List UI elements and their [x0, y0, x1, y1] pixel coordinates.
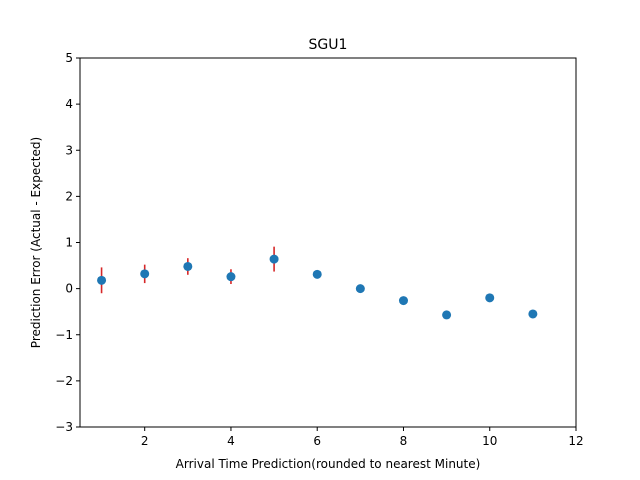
- data-point: [269, 254, 279, 264]
- data-point: [312, 269, 322, 279]
- y-tick-label: 3: [65, 143, 73, 157]
- y-tick-label: 2: [65, 189, 73, 203]
- x-tick-label: 10: [482, 434, 497, 448]
- y-tick-label: 5: [65, 51, 73, 65]
- data-points: [97, 254, 538, 320]
- data-point: [442, 310, 452, 320]
- data-point: [485, 293, 495, 303]
- x-axis-label: Arrival Time Prediction(rounded to neare…: [176, 457, 481, 471]
- y-tick-label: 4: [65, 97, 73, 111]
- data-point: [226, 272, 236, 282]
- data-point: [528, 309, 538, 319]
- y-axis-label: Prediction Error (Actual - Expected): [29, 137, 43, 348]
- x-tick-label: 2: [141, 434, 149, 448]
- y-tick-label: −2: [55, 374, 73, 388]
- data-point: [183, 261, 193, 271]
- y-tick-label: 1: [65, 236, 73, 250]
- y-tick-label: −1: [55, 328, 73, 342]
- data-point: [355, 284, 365, 294]
- x-tick-label: 8: [400, 434, 408, 448]
- x-tick-label: 6: [313, 434, 321, 448]
- data-point: [97, 275, 107, 285]
- chart-title: SGU1: [309, 37, 348, 53]
- plot-area-frame: [79, 57, 577, 428]
- x-tick-label: 4: [227, 434, 235, 448]
- x-tick-label: 12: [568, 434, 583, 448]
- data-point: [140, 269, 150, 279]
- y-tick-label: −3: [55, 420, 73, 434]
- data-point: [398, 296, 408, 306]
- y-tick-label: 0: [65, 282, 73, 296]
